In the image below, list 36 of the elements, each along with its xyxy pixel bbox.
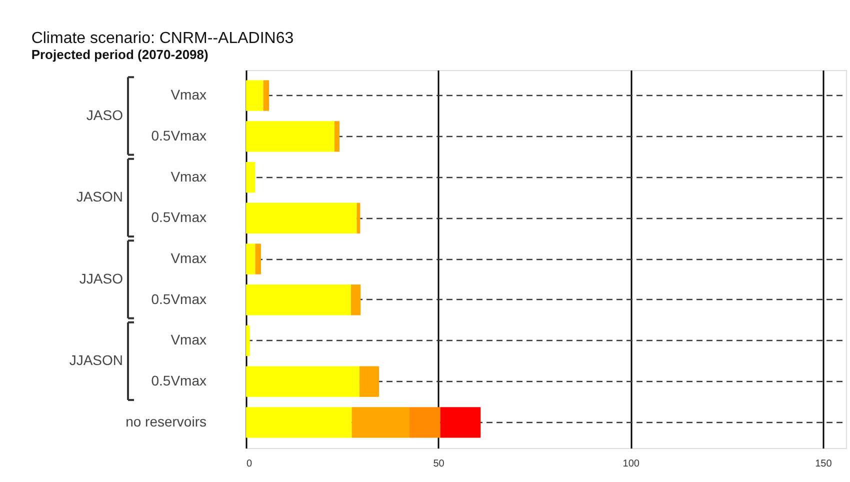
y-tick-label: Vmax [170,332,206,348]
bar [351,284,361,316]
y-tick-label: 0.5Vmax [151,290,206,307]
bar [246,284,351,316]
bar [255,244,261,274]
text: JJASO [79,270,124,286]
bar [246,202,357,234]
x-tick-label: 100 [622,458,640,470]
y-tick-label: Vmax [170,86,206,103]
bar [246,121,334,152]
text: JASON [76,188,123,205]
bar [246,325,250,356]
bar [246,80,264,111]
bar [246,407,352,438]
x-tick-label: 50 [433,458,445,470]
text: Projected period (2070-2098) [31,47,208,62]
y-tick-label: 0.5Vmax [151,372,206,389]
bar [246,162,256,193]
bar [359,366,380,397]
bar [409,407,440,438]
y-tick-label: 0.5Vmax [151,127,206,144]
y-tick-label: Vmax [170,168,206,184]
text: JJASON [69,352,123,368]
chart-title: Climate scenario: CNRM--ALADIN63 [31,30,294,47]
bar [263,80,270,111]
y-tick-label: Vmax [170,250,206,266]
y-tick-label: no reservoirs [126,413,206,430]
y-tick-label: 0.5Vmax [151,209,206,226]
text: JASO [86,106,124,123]
bar [246,366,360,397]
x-tick-label: 150 [815,458,832,470]
bar [352,407,410,438]
x-tick-label: 0 [246,458,252,470]
bar [246,244,256,274]
bar [440,407,481,438]
bar [334,121,340,152]
